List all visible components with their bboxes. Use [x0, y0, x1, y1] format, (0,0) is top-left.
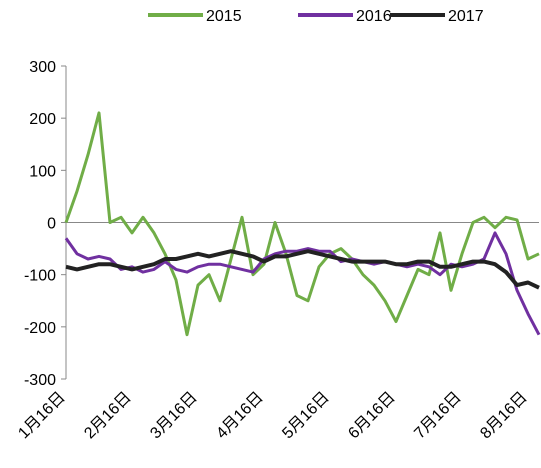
- x-tick-label: 4月16日: [213, 389, 267, 443]
- y-tick-label: -200: [24, 320, 56, 337]
- series-line: [64, 231, 541, 336]
- x-tick-label: 6月16日: [345, 389, 399, 443]
- legend-label: 2016: [356, 8, 392, 25]
- y-tick-label: -100: [24, 268, 56, 285]
- x-tick-label: 8月16日: [477, 389, 531, 443]
- x-tick-label: 7月16日: [411, 389, 465, 443]
- legend-label: 2015: [206, 8, 242, 25]
- x-tick-label: 5月16日: [279, 389, 333, 443]
- series-line: [64, 111, 540, 337]
- y-tick-label: 300: [29, 59, 56, 76]
- y-tick-label: -300: [24, 372, 56, 389]
- x-tick-label: 1月16日: [15, 389, 69, 443]
- x-tick-label: 2月16日: [81, 389, 135, 443]
- y-tick-label: 0: [47, 216, 56, 233]
- legend-label: 2017: [448, 8, 484, 25]
- x-tick-label: 3月16日: [147, 389, 201, 443]
- y-tick-label: 200: [29, 111, 56, 128]
- series-line: [65, 249, 540, 290]
- y-tick-label: 100: [29, 163, 56, 180]
